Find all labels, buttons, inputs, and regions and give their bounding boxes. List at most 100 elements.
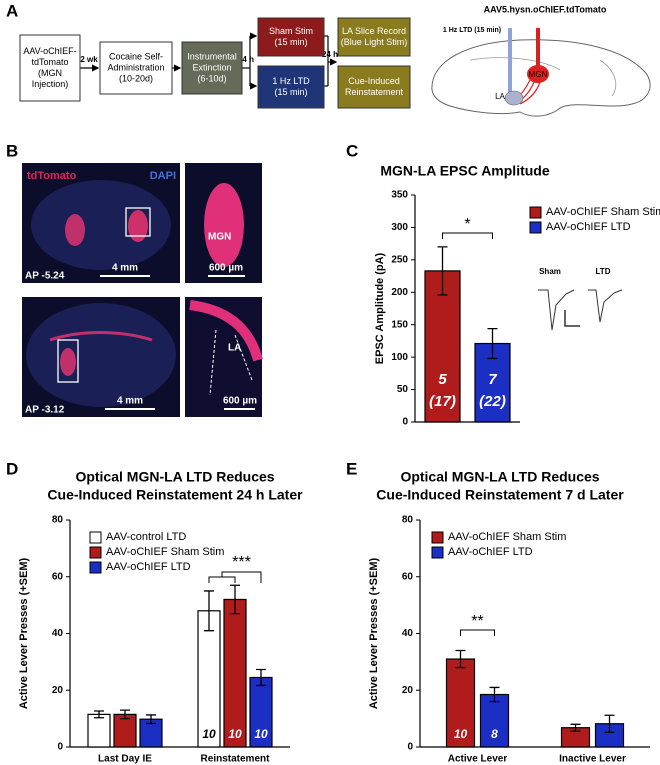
sig-bracket (208, 576, 236, 583)
legend-swatch (431, 546, 444, 559)
flow-box (257, 17, 325, 57)
legend-label: AAV-oChIEF Sham Stim (448, 531, 566, 543)
flow-box (337, 17, 411, 57)
y-tick-label: 80 (402, 515, 414, 526)
legend-swatch (529, 206, 542, 219)
ap-label: AP -3.12 (25, 405, 65, 416)
bar (87, 713, 111, 748)
y-axis-label: Active Lever Presses (+SEM) (368, 558, 380, 710)
trace-label: Sham (539, 267, 561, 276)
legend-label: AAV-oChIEF Sham Stim (546, 206, 660, 218)
flow-box-text: Cue-Induced (348, 76, 400, 86)
y-tick-label: 200 (391, 287, 408, 298)
x-tick-label: Active Lever (448, 754, 508, 765)
y-tick-label: 40 (52, 628, 64, 639)
y-tick-label: 0 (57, 742, 63, 753)
flow-box (19, 34, 81, 102)
sig-label: ** (471, 613, 483, 630)
stain-label: DAPI (150, 170, 176, 182)
y-tick-label: 80 (52, 515, 64, 526)
scale-label: 4 mm (112, 263, 138, 274)
error-bar (230, 584, 240, 615)
error-bar (120, 709, 130, 720)
y-tick-label: 0 (407, 742, 413, 753)
chart-title: Optical MGN-LA LTD Reduces (400, 469, 599, 485)
trace-label: LTD (596, 267, 611, 276)
scale-label: 600 µm (223, 396, 257, 407)
legend-label: AAV-oChIEF LTD (106, 561, 191, 573)
flow-box-text: (6-10d) (197, 73, 226, 83)
flow-box-text: (MGN (38, 68, 62, 78)
flow-box-text: Administration (107, 62, 164, 72)
brain-label: LA (495, 92, 505, 101)
error-bar (204, 590, 214, 632)
legend-swatch (89, 561, 102, 574)
bar-sublabel: (17) (429, 393, 456, 410)
error-bar (487, 327, 498, 360)
bar-label: 10 (228, 727, 242, 741)
error-bar (94, 710, 104, 719)
y-axis-label: EPSC Amplitude (pA) (374, 252, 386, 364)
histology-images (22, 163, 263, 417)
brain-label: 1 Hz LTD (15 min) (443, 27, 501, 34)
flow-box-text: LA Slice Record (342, 26, 406, 36)
legend-swatch (431, 531, 444, 544)
bar (479, 693, 510, 748)
bar-sublabel: (22) (479, 393, 506, 410)
y-tick-label: 250 (391, 254, 408, 265)
bar (445, 658, 476, 748)
flow-box-text: (15 min) (274, 87, 307, 97)
x-tick-label: Last Day IE (98, 754, 152, 765)
panel-letter: B (6, 141, 18, 160)
error-bar (489, 686, 500, 703)
y-tick-label: 60 (52, 571, 64, 582)
flow-box-text: (15 min) (274, 37, 307, 47)
chart-title: Cue-Induced Reinstatement 24 h Later (47, 487, 303, 503)
x-tick-label: Inactive Lever (559, 754, 626, 765)
sig-bracket (460, 629, 495, 636)
flow-box-text: Extinction (192, 62, 231, 72)
flow-box (257, 65, 325, 109)
y-tick-label: 20 (402, 685, 414, 696)
chart-title: Optical MGN-LA LTD Reduces (75, 469, 274, 485)
legend-label: AAV-oChIEF LTD (448, 546, 533, 558)
y-tick-label: 40 (402, 628, 414, 639)
stain-label: tdTomato (27, 170, 77, 182)
panel-letter: D (6, 459, 18, 478)
bar (424, 270, 461, 423)
y-tick-label: 300 (391, 222, 408, 233)
ap-label: AP -5.24 (25, 271, 65, 282)
y-tick-label: 150 (391, 319, 408, 330)
bar-label: 8 (491, 727, 498, 741)
sig-bracket (442, 232, 493, 239)
bar-label: 10 (254, 727, 268, 741)
flow-box-text: AAV-oChIEF- (23, 46, 76, 56)
bar (223, 598, 247, 748)
bar (474, 342, 511, 423)
bar-label: 10 (454, 727, 468, 741)
epsc-traces (538, 289, 623, 331)
legend-swatch (89, 531, 102, 544)
flow-box-text: Cocaine Self- (109, 51, 163, 61)
sig-label: *** (232, 554, 251, 571)
scale-label: 4 mm (117, 396, 143, 407)
y-tick-label: 50 (397, 384, 409, 395)
y-tick-label: 20 (52, 685, 64, 696)
y-tick-label: 0 (402, 417, 408, 428)
error-bar (256, 668, 266, 687)
flow-box-text: (Blue Light Stim) (341, 37, 408, 47)
flow-box-text: Reinstatement (345, 87, 404, 97)
y-tick-label: 60 (402, 571, 414, 582)
legend-swatch (529, 221, 542, 234)
arrows (80, 32, 338, 90)
y-tick-label: 100 (391, 352, 408, 363)
flow-box (337, 65, 411, 109)
error-bar (570, 723, 581, 732)
chart-title: MGN-LA EPSC Amplitude (380, 163, 550, 179)
sig-label: * (464, 216, 470, 233)
arrow-label: 24 h (322, 50, 338, 59)
bar-label: 5 (438, 371, 447, 388)
sig-bracket (221, 571, 262, 583)
brain-label: AAV5.hysn.oChIEF.tdTomato (484, 4, 607, 14)
